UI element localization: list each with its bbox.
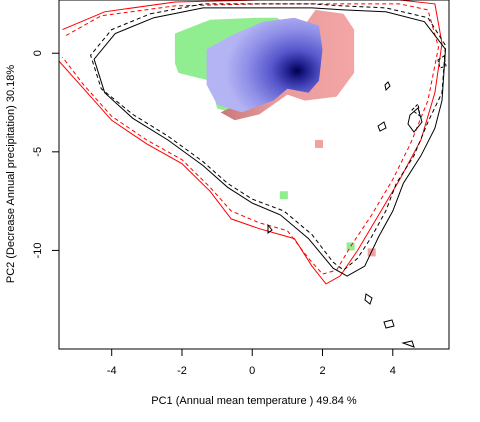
- x-tick-label: 2: [319, 365, 325, 377]
- blue-region: [206, 17, 323, 113]
- black-dashed-contour: [90, 3, 447, 271]
- x-axis: -4 -2 0 2 4: [107, 348, 396, 377]
- x-tick-label: -2: [177, 365, 187, 377]
- y-tick-label: 0: [32, 50, 44, 56]
- y-axis-label: PC2 (Decrease Annual precipitation) 30.1…: [5, 65, 17, 284]
- red-dashed-contour: [62, 3, 440, 275]
- x-tick-label: -4: [107, 365, 117, 377]
- x-axis-label: PC1 (Annual mean temperature ) 49.84 %: [151, 395, 357, 407]
- green-patch: [346, 242, 355, 251]
- x-tick-label: 0: [249, 365, 255, 377]
- green-patch: [279, 191, 288, 200]
- red-patch: [315, 139, 323, 148]
- x-tick-label: 4: [390, 365, 396, 377]
- y-tick-label: -10: [32, 242, 44, 258]
- black-solid-contour: [93, 7, 447, 277]
- small-contour-islands: [267, 55, 447, 348]
- red-solid-contour: [59, 0, 443, 285]
- y-axis: 0 -5 -10: [32, 50, 60, 258]
- y-tick-label: -5: [32, 147, 44, 157]
